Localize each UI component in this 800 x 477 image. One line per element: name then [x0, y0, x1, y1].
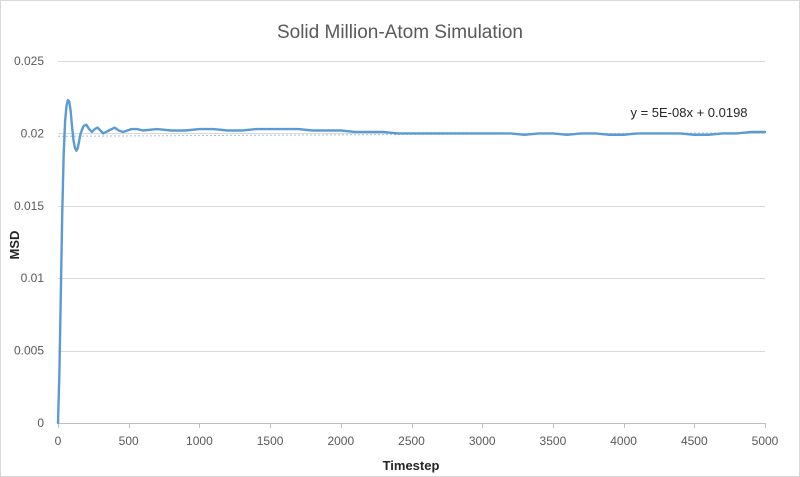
- y-tick-label: 0.02: [21, 126, 45, 140]
- y-tick-labels: 0 0.005 0.01 0.015 0.02 0.025: [14, 54, 44, 430]
- chart-title: Solid Million-Atom Simulation: [277, 22, 523, 43]
- y-tick-label: 0.015: [14, 199, 44, 213]
- series-line: [56, 98, 767, 425]
- x-tick-label: 0: [55, 434, 62, 448]
- x-tick-label: 5000: [752, 434, 779, 448]
- y-tick-label: 0.01: [21, 271, 45, 285]
- x-tick-label: 3500: [540, 434, 567, 448]
- x-tick-label: 500: [119, 434, 139, 448]
- trendline-equation: y = 5E-08x + 0.0198: [630, 105, 747, 120]
- x-tick-label: 3000: [469, 434, 496, 448]
- y-tick-label: 0.005: [14, 344, 44, 358]
- x-axis-title: Timestep: [383, 458, 440, 473]
- y-tick-label: 0: [37, 416, 44, 430]
- x-tick-label: 4500: [681, 434, 708, 448]
- y-tick-label: 0.025: [14, 54, 44, 68]
- x-tick-label: 2500: [398, 434, 425, 448]
- x-tick-label: 2000: [327, 434, 354, 448]
- y-axis-title: MSD: [7, 231, 22, 260]
- series-group: [56, 98, 767, 425]
- x-tick-label: 1500: [257, 434, 284, 448]
- x-tick-labels: 0 500 1000 1500 2000 2500 3000 3500 4000 4500 5000: [55, 434, 779, 448]
- x-tick-label: 4000: [610, 434, 637, 448]
- axes: [58, 423, 766, 428]
- x-tick-label: 1000: [186, 434, 213, 448]
